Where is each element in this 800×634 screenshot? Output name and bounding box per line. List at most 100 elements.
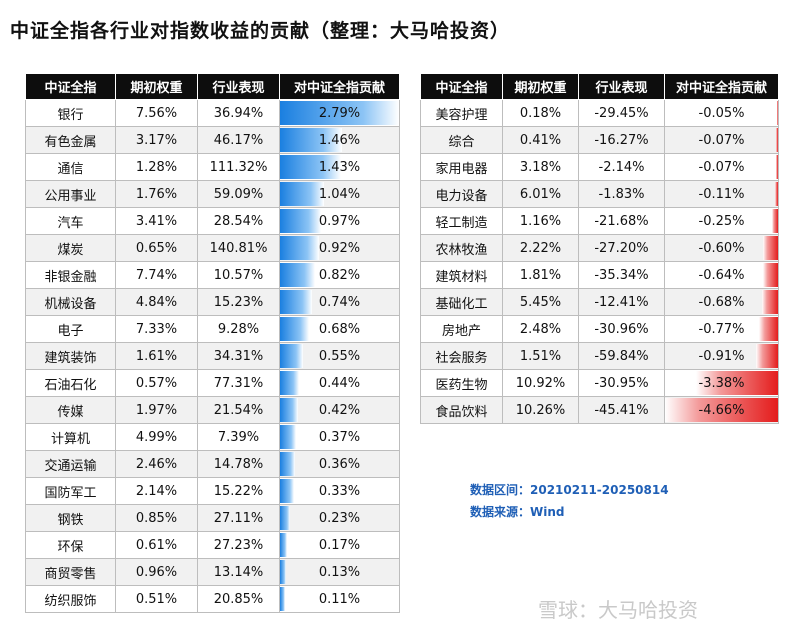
- weight-cell: 7.56%: [115, 99, 198, 127]
- industry-cell: 汽车: [25, 207, 116, 235]
- table-row: 钢铁 0.85% 27.11% 0.23%: [25, 504, 400, 532]
- industry-cell: 国防军工: [25, 477, 116, 505]
- performance-cell: -2.14%: [578, 153, 665, 181]
- contribution-cell: -0.60%: [664, 234, 779, 262]
- table-row: 纺织服饰 0.51% 20.85% 0.11%: [25, 585, 400, 613]
- table-row: 电子 7.33% 9.28% 0.68%: [25, 315, 400, 343]
- weight-cell: 3.18%: [502, 153, 579, 181]
- contribution-cell: -0.25%: [664, 207, 779, 235]
- contribution-bar: [280, 506, 290, 530]
- performance-cell: 36.94%: [197, 99, 280, 127]
- table-row: 医药生物 10.92% -30.95% -3.38%: [420, 369, 779, 397]
- contribution-bar: [776, 101, 778, 125]
- contribution-value: -0.68%: [698, 294, 745, 310]
- contribution-cell: -3.38%: [664, 369, 779, 397]
- performance-cell: -27.20%: [578, 234, 665, 262]
- industry-cell: 电力设备: [420, 180, 503, 208]
- contribution-cell: 0.23%: [279, 504, 400, 532]
- weight-cell: 3.17%: [115, 126, 198, 154]
- weight-cell: 7.74%: [115, 261, 198, 289]
- performance-cell: 140.81%: [197, 234, 280, 262]
- performance-cell: -30.95%: [578, 369, 665, 397]
- contribution-cell: -0.07%: [664, 153, 779, 181]
- table-row: 房地产 2.48% -30.96% -0.77%: [420, 315, 779, 343]
- contribution-cell: 1.46%: [279, 126, 400, 154]
- contribution-bar: [280, 290, 312, 314]
- table-row: 环保 0.61% 27.23% 0.17%: [25, 531, 400, 559]
- weight-cell: 5.45%: [502, 288, 579, 316]
- weight-cell: 1.76%: [115, 180, 198, 208]
- contribution-cell: 0.13%: [279, 558, 400, 586]
- contribution-value: -0.11%: [698, 186, 745, 202]
- weight-cell: 0.57%: [115, 369, 198, 397]
- industry-cell: 非银金融: [25, 261, 116, 289]
- weight-cell: 0.18%: [502, 99, 579, 127]
- industry-cell: 食品饮料: [420, 396, 503, 424]
- table-row: 汽车 3.41% 28.54% 0.97%: [25, 207, 400, 235]
- contribution-value: 0.23%: [318, 510, 361, 526]
- weight-cell: 1.28%: [115, 153, 198, 181]
- contribution-cell: 0.17%: [279, 531, 400, 559]
- weight-cell: 1.81%: [502, 261, 579, 289]
- contribution-bar: [763, 236, 778, 260]
- contribution-bar: [280, 101, 399, 125]
- industry-cell: 轻工制造: [420, 207, 503, 235]
- contribution-bar: [280, 560, 286, 584]
- performance-cell: 77.31%: [197, 369, 280, 397]
- table-row: 传媒 1.97% 21.54% 0.42%: [25, 396, 400, 424]
- table-row: 家用电器 3.18% -2.14% -0.07%: [420, 153, 779, 181]
- weight-cell: 2.14%: [115, 477, 198, 505]
- table-row: 交通运输 2.46% 14.78% 0.36%: [25, 450, 400, 478]
- table-row: 银行 7.56% 36.94% 2.79%: [25, 99, 400, 127]
- col-header-performance: 行业表现: [578, 73, 665, 100]
- table-row: 建筑材料 1.81% -35.34% -0.64%: [420, 261, 779, 289]
- chart-title: 中证全指各行业对指数收益的贡献（整理：大马哈投资）: [10, 20, 511, 42]
- industry-cell: 建筑装饰: [25, 342, 116, 370]
- contribution-value: -3.38%: [698, 375, 745, 391]
- performance-cell: 27.11%: [197, 504, 280, 532]
- industry-cell: 电子: [25, 315, 116, 343]
- weight-cell: 0.61%: [115, 531, 198, 559]
- watermark: 雪球：大马哈投资: [538, 598, 698, 622]
- industry-cell: 商贸零售: [25, 558, 116, 586]
- contribution-cell: 0.37%: [279, 423, 400, 451]
- contribution-bar: [280, 344, 304, 368]
- contribution-bar: [280, 128, 343, 152]
- contribution-value: 0.36%: [318, 456, 361, 472]
- performance-cell: -45.41%: [578, 396, 665, 424]
- contribution-cell: 0.82%: [279, 261, 400, 289]
- contribution-cell: -0.05%: [664, 99, 779, 127]
- industry-cell: 银行: [25, 99, 116, 127]
- contribution-cell: 0.97%: [279, 207, 400, 235]
- col-header-weight: 期初权重: [502, 73, 579, 100]
- table-row: 公用事业 1.76% 59.09% 1.04%: [25, 180, 400, 208]
- performance-cell: -30.96%: [578, 315, 665, 343]
- performance-cell: 34.31%: [197, 342, 280, 370]
- performance-cell: -1.83%: [578, 180, 665, 208]
- contribution-value: 0.42%: [318, 402, 361, 418]
- table-row: 机械设备 4.84% 15.23% 0.74%: [25, 288, 400, 316]
- industry-cell: 美容护理: [420, 99, 503, 127]
- performance-cell: 21.54%: [197, 396, 280, 424]
- weight-cell: 2.46%: [115, 450, 198, 478]
- contribution-bar: [280, 371, 299, 395]
- performance-cell: 111.32%: [197, 153, 280, 181]
- contribution-value: -4.66%: [698, 402, 745, 418]
- contribution-cell: 0.33%: [279, 477, 400, 505]
- positive-contribution-table: 中证全指 期初权重 行业表现 对中证全指贡献 银行 7.56% 36.94% 2.79…: [25, 73, 400, 613]
- contribution-bar: [280, 479, 295, 503]
- weight-cell: 0.85%: [115, 504, 198, 532]
- table-row: 食品饮料 10.26% -45.41% -4.66%: [420, 396, 779, 424]
- contribution-bar: [755, 344, 778, 368]
- table-row: 非银金融 7.74% 10.57% 0.82%: [25, 261, 400, 289]
- table-row: 国防军工 2.14% 15.22% 0.33%: [25, 477, 400, 505]
- col-header-performance: 行业表现: [197, 73, 280, 100]
- contribution-cell: 0.74%: [279, 288, 400, 316]
- performance-cell: 15.23%: [197, 288, 280, 316]
- table-row: 综合 0.41% -16.27% -0.07%: [420, 126, 779, 154]
- contribution-value: 0.13%: [318, 564, 361, 580]
- weight-cell: 1.16%: [502, 207, 579, 235]
- industry-cell: 环保: [25, 531, 116, 559]
- weight-cell: 2.48%: [502, 315, 579, 343]
- industry-cell: 医药生物: [420, 369, 503, 397]
